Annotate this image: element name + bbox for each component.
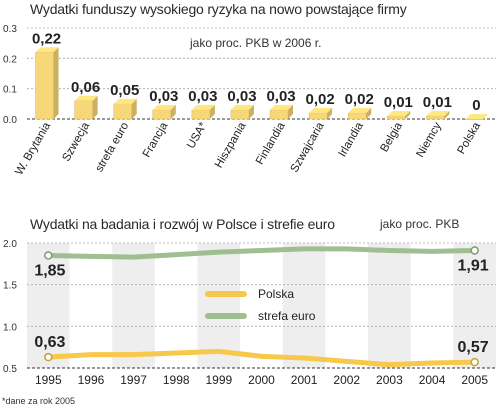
column-band: [197, 243, 241, 368]
column-band: [325, 243, 369, 368]
data-label: 1,85: [34, 263, 65, 280]
bar-top: [426, 110, 450, 116]
chart1-title: Wydatki funduszy wysokiego ryzyka na now…: [30, 1, 407, 17]
data-label: 0,02: [306, 91, 335, 108]
bar-top: [113, 98, 137, 104]
column-band: [368, 243, 411, 368]
series-line: [45, 348, 478, 368]
legend-label: strefa euro: [258, 309, 316, 323]
x-tick-label: 2003: [376, 373, 403, 387]
bar-side: [53, 47, 59, 120]
data-label: 0,03: [149, 88, 178, 105]
legend-label: Polska: [258, 287, 294, 301]
data-label: 0,01: [384, 94, 413, 111]
data-label: 0,05: [110, 82, 139, 99]
bar-top: [309, 107, 333, 113]
x-tick-label: 1998: [163, 373, 190, 387]
end-marker: [470, 357, 479, 367]
y-tick-label: 0.3: [3, 24, 17, 35]
data-label: 0,03: [188, 88, 217, 105]
bar-top: [465, 114, 489, 119]
x-tick-label: 2004: [419, 373, 446, 387]
footnote: *dane za rok 2005: [2, 396, 76, 406]
column-band: [240, 243, 283, 368]
bar-side: [366, 107, 372, 119]
bar-top: [152, 104, 176, 110]
bar-top: [230, 104, 254, 110]
chart1-subtitle: jako proc. PKB w 2006 r.: [190, 36, 322, 50]
bar-side: [170, 104, 176, 119]
end-marker: [470, 246, 479, 255]
x-tick-label: 2001: [291, 373, 318, 387]
bar-top: [35, 47, 59, 53]
bar-chart: 0.30.20.10.00,22W. Brytania0,06Szwecja0,…: [3, 24, 496, 177]
y-tick-label: 0.1: [3, 85, 17, 96]
chart2-title: Wydatki na badania i rozwój w Polsce i s…: [30, 216, 335, 232]
column-band: [27, 243, 70, 368]
y-tick-label: 1.0: [3, 322, 17, 333]
bar-side: [444, 110, 450, 119]
data-label: 0,06: [71, 79, 100, 96]
bar-side: [405, 110, 411, 119]
end-marker: [44, 251, 53, 260]
y-tick-label: 0.2: [3, 54, 17, 65]
y-tick-label: 1.5: [3, 281, 17, 292]
bar-top: [270, 104, 294, 110]
bar-side: [248, 104, 254, 119]
data-label: 0,63: [34, 334, 65, 351]
column-band: [453, 243, 496, 368]
bar-top: [74, 95, 98, 101]
data-label: 0,02: [345, 91, 374, 108]
data-label: 0: [472, 97, 480, 114]
data-label: 0,22: [32, 30, 61, 47]
x-tick-label: 2000: [248, 373, 275, 387]
x-tick-label: 2002: [333, 373, 360, 387]
data-label: 0,03: [266, 88, 295, 105]
column-band: [282, 243, 326, 368]
data-label: 0,01: [423, 94, 452, 111]
bar-top: [191, 104, 215, 110]
bar-side: [92, 95, 98, 119]
column-band: [69, 243, 113, 368]
column-band: [154, 243, 198, 368]
end-marker: [44, 352, 53, 362]
data-label: 0,57: [458, 339, 489, 356]
x-tick-label: 1995: [35, 373, 62, 387]
column-band: [410, 243, 454, 368]
x-tick-label: 1996: [78, 373, 105, 387]
x-tick-label: 2005: [461, 373, 488, 387]
bar-top: [387, 110, 411, 116]
column-band: [112, 243, 155, 368]
data-label: 1,91: [458, 258, 489, 275]
bar-side: [288, 104, 294, 119]
series-line: [45, 246, 478, 260]
bar-side: [209, 104, 215, 119]
bar-top: [348, 107, 372, 113]
chart2-subtitle: jako proc. PKB: [380, 217, 460, 231]
x-tick-label: 1997: [120, 373, 147, 387]
y-tick-label: 2.0: [3, 239, 17, 250]
bar-side: [131, 98, 137, 119]
bar-side: [327, 107, 333, 119]
y-tick-label: 0.0: [3, 115, 17, 126]
x-tick-label: 1999: [206, 373, 233, 387]
y-tick-label: 0.5: [3, 364, 17, 375]
data-label: 0,03: [227, 88, 256, 105]
